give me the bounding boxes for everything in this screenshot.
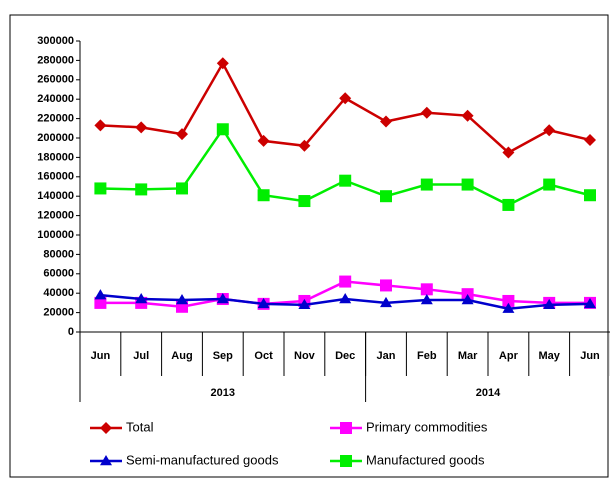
x-tick-label: Apr (499, 350, 519, 362)
marker (176, 293, 188, 305)
marker (461, 293, 474, 305)
marker (543, 298, 556, 310)
marker (502, 294, 515, 307)
series (94, 289, 596, 313)
y-tick-label: 300000 (37, 35, 74, 47)
marker (216, 123, 229, 136)
marker (420, 293, 433, 305)
marker (502, 302, 515, 313)
x-tick-label: Mar (458, 350, 478, 362)
marker (257, 189, 270, 202)
y-tick-label: 260000 (37, 74, 74, 86)
marker (257, 297, 270, 309)
marker (94, 119, 107, 132)
marker (135, 293, 148, 304)
y-tick-label: 0 (68, 326, 74, 338)
marker (339, 174, 352, 187)
marker (339, 275, 352, 288)
marker (380, 115, 392, 128)
x-tick-label: Jun (580, 350, 600, 362)
x-tick-label: Oct (254, 350, 273, 362)
y-tick-label: 280000 (37, 54, 74, 66)
x-tick-label: Nov (294, 350, 316, 362)
y-tick-label: 140000 (37, 190, 74, 202)
legend-label: Semi-manufactured goods (126, 452, 279, 467)
x-group-label: 2014 (476, 387, 501, 399)
marker (100, 455, 112, 466)
marker (584, 189, 596, 202)
y-tick-label: 60000 (43, 268, 74, 280)
x-tick-label: May (538, 350, 560, 362)
x-tick-label: Sep (213, 350, 233, 362)
marker (298, 195, 311, 208)
marker (176, 128, 188, 141)
marker (420, 106, 433, 119)
marker (380, 279, 392, 292)
marker (420, 283, 433, 296)
marker (257, 134, 270, 147)
legend-label: Manufactured goods (366, 452, 485, 467)
marker (216, 293, 229, 304)
y-tick-label: 80000 (43, 248, 74, 260)
x-tick-label: Feb (417, 350, 437, 362)
y-tick-label: 100000 (37, 229, 74, 241)
marker (461, 178, 474, 191)
y-tick-label: 160000 (37, 171, 74, 183)
marker (543, 124, 556, 137)
x-tick-label: Dec (335, 350, 355, 362)
marker (543, 178, 556, 191)
marker (298, 139, 311, 152)
y-tick-label: 40000 (43, 287, 74, 299)
x-tick-label: Aug (171, 350, 192, 362)
marker (339, 92, 352, 105)
marker (380, 190, 392, 203)
marker (340, 455, 352, 467)
y-tick-label: 120000 (37, 210, 74, 222)
y-tick-label: 220000 (37, 113, 74, 125)
marker (340, 422, 352, 434)
marker (502, 146, 515, 159)
x-tick-label: Jun (91, 350, 111, 362)
legend: Total Primary commodities Semi-manufacture… (90, 419, 488, 467)
legend-label: Primary commodities (366, 419, 488, 434)
marker (94, 296, 107, 309)
marker (461, 109, 474, 122)
chart-frame (9, 14, 609, 478)
marker (298, 298, 311, 310)
marker (380, 296, 392, 308)
x-tick-label: Jul (133, 350, 149, 362)
marker (216, 57, 229, 70)
marker (94, 182, 107, 195)
marker (420, 178, 433, 191)
marker (584, 133, 596, 146)
marker (176, 182, 188, 195)
y-tick-label: 180000 (37, 151, 74, 163)
marker (502, 198, 515, 211)
series (94, 123, 596, 211)
marker (339, 293, 352, 304)
x-tick-label: Jan (377, 350, 396, 362)
y-tick-label: 240000 (37, 93, 74, 105)
x-group-label: 2013 (211, 387, 235, 399)
y-tick-label: 20000 (43, 307, 74, 319)
marker (94, 289, 107, 300)
marker (135, 183, 148, 196)
y-tick-label: 200000 (37, 132, 74, 144)
marker (100, 422, 112, 434)
marker (584, 297, 596, 309)
legend-label: Total (126, 419, 154, 434)
marker (135, 121, 148, 134)
series (94, 57, 596, 159)
